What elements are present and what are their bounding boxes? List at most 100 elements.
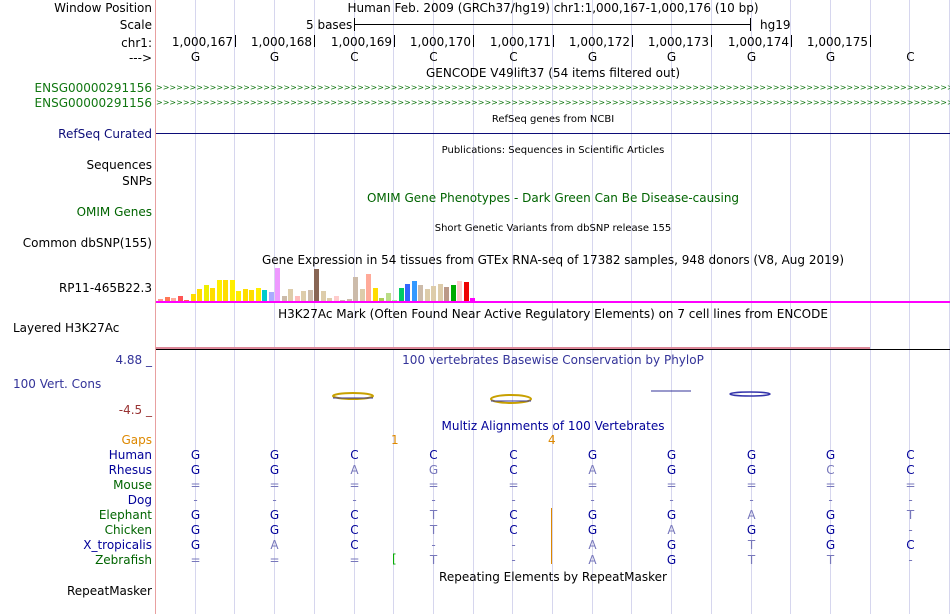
- alignment-base: G: [746, 523, 757, 537]
- gtex-tissue-bar[interactable]: [230, 280, 235, 302]
- gtex-tissue-bar[interactable]: [178, 296, 183, 302]
- gtex-tissue-bar[interactable]: [295, 296, 300, 302]
- gtex-tissue-bar[interactable]: [171, 298, 176, 302]
- gtex-tissue-bar[interactable]: [366, 274, 371, 302]
- gtex-tissue-bar[interactable]: [418, 285, 423, 302]
- dbsnp-track-title[interactable]: Short Genetic Variants from dbSNP releas…: [434, 223, 672, 234]
- coordinate-label: 1,000,168: [250, 35, 312, 49]
- gtex-tissue-bar[interactable]: [425, 289, 430, 302]
- gtex-gene-label[interactable]: RP11-465B22.3: [58, 281, 152, 295]
- alignment-base: -: [511, 538, 516, 552]
- multiz-track-title[interactable]: Multiz Alignments of 100 Vertebrates: [441, 419, 665, 433]
- ensg-feature-1[interactable]: >>>>>>>>>>>>>>>>>>>>>>>>>>>>>>>>>>>>>>>>…: [156, 84, 950, 92]
- gtex-tissue-bar[interactable]: [288, 289, 293, 302]
- gtex-tissue-bar[interactable]: [256, 288, 261, 302]
- gtex-tissue-bar[interactable]: [217, 280, 222, 302]
- gtex-tissue-bar[interactable]: [269, 292, 274, 302]
- repeatmasker-track-title[interactable]: Repeating Elements by RepeatMasker: [439, 570, 667, 584]
- refseq-curated-label[interactable]: RefSeq Curated: [58, 127, 152, 141]
- gtex-tissue-bar[interactable]: [223, 280, 228, 302]
- omim-track-title[interactable]: OMIM Gene Phenotypes - Dark Green Can Be…: [366, 191, 740, 205]
- gtex-tissue-bar[interactable]: [321, 291, 326, 302]
- gencode-track-title[interactable]: GENCODE V49lift37 (54 items filtered out…: [425, 66, 680, 80]
- gtex-tissue-bar[interactable]: [275, 268, 280, 302]
- gtex-tissue-bar[interactable]: [438, 284, 443, 302]
- gap-count-1: 1: [391, 433, 399, 447]
- grid-line: [552, 0, 553, 614]
- alignment-base: C: [509, 463, 518, 477]
- phylop-mark-4: [729, 391, 771, 397]
- species-dog-label: Dog: [127, 493, 152, 507]
- gtex-tissue-bar[interactable]: [197, 289, 202, 302]
- alignment-base: A: [588, 463, 597, 477]
- coordinate-tick: [711, 35, 712, 47]
- alignment-base: G: [746, 448, 757, 462]
- gtex-tissue-bar[interactable]: [451, 285, 456, 302]
- coordinate-label: 1,000,171: [489, 35, 551, 49]
- gtex-track-title[interactable]: Gene Expression in 54 tissues from GTEx …: [261, 253, 845, 267]
- vert-cons-label[interactable]: 100 Vert. Cons: [13, 377, 102, 391]
- gtex-tissue-bar[interactable]: [243, 289, 248, 302]
- alignment-base: -: [590, 493, 595, 507]
- gtex-tissue-bar[interactable]: [470, 298, 475, 302]
- repeatmasker-label[interactable]: RepeatMasker: [66, 584, 152, 598]
- alignment-base: =: [428, 478, 439, 492]
- gtex-tissue-bar[interactable]: [386, 293, 391, 302]
- alignment-base: G: [428, 463, 439, 477]
- alignment-base: G: [269, 448, 280, 462]
- gtex-tissue-bar[interactable]: [464, 282, 469, 302]
- gtex-tissue-bar[interactable]: [347, 299, 352, 302]
- publications-track-title[interactable]: Publications: Sequences in Scientific Ar…: [441, 145, 665, 156]
- gtex-tissue-bar[interactable]: [236, 291, 241, 302]
- gtex-tissue-bar[interactable]: [249, 290, 254, 302]
- gtex-tissue-bar[interactable]: [373, 288, 378, 302]
- coordinate-tick: [553, 35, 554, 47]
- gtex-tissue-bar[interactable]: [262, 290, 267, 302]
- alignment-base: T: [429, 523, 438, 537]
- insertion-marker: [551, 508, 552, 564]
- gtex-tissue-bar[interactable]: [301, 291, 306, 302]
- gtex-tissue-bar[interactable]: [327, 298, 332, 302]
- alignment-base: G: [587, 508, 598, 522]
- gtex-tissue-bar[interactable]: [210, 288, 215, 302]
- alignment-base: C: [429, 448, 438, 462]
- gtex-tissue-bar[interactable]: [444, 287, 449, 302]
- gtex-tissue-bar[interactable]: [204, 285, 209, 302]
- refseq-track-title[interactable]: RefSeq genes from NCBI: [491, 114, 615, 125]
- ensg-feature-2[interactable]: >>>>>>>>>>>>>>>>>>>>>>>>>>>>>>>>>>>>>>>>…: [156, 99, 950, 107]
- gtex-tissue-bar[interactable]: [158, 299, 163, 302]
- gtex-tissue-bar[interactable]: [457, 281, 462, 302]
- species-chicken-label: Chicken: [104, 523, 152, 537]
- cons-max-label: 4.88 _: [115, 353, 152, 367]
- gtex-tissue-bar[interactable]: [314, 269, 319, 302]
- snps-label[interactable]: SNPs: [122, 174, 152, 188]
- refseq-gene-line[interactable]: [156, 133, 950, 134]
- dbsnp-label[interactable]: Common dbSNP(155): [22, 236, 152, 250]
- gtex-tissue-bar[interactable]: [379, 298, 384, 302]
- alignment-base: A: [747, 508, 756, 522]
- gtex-tissue-bar[interactable]: [334, 296, 339, 302]
- phylop-track-title[interactable]: 100 vertebrates Basewise Conservation by…: [402, 353, 704, 367]
- gtex-tissue-bar[interactable]: [431, 286, 436, 302]
- gtex-tissue-bar[interactable]: [165, 297, 170, 302]
- gtex-tissue-bar[interactable]: [399, 288, 404, 302]
- grid-line: [909, 0, 910, 614]
- sequences-label[interactable]: Sequences: [86, 158, 152, 172]
- gtex-tissue-bar[interactable]: [282, 296, 287, 302]
- coordinate-tick: [870, 35, 871, 47]
- browser-tracks-area[interactable]: Human Feb. 2009 (GRCh37/hg19) chr1:1,000…: [156, 0, 950, 614]
- ensg-label-2[interactable]: ENSG00000291156: [34, 96, 152, 110]
- gtex-tissue-bar[interactable]: [360, 289, 365, 302]
- gtex-tissue-bar[interactable]: [308, 290, 313, 302]
- gtex-bar-chart[interactable]: [156, 268, 950, 302]
- h3k27ac-label[interactable]: Layered H3K27Ac: [13, 321, 120, 335]
- omim-genes-label[interactable]: OMIM Genes: [76, 205, 152, 219]
- gtex-tissue-bar[interactable]: [191, 294, 196, 302]
- grid-line: [234, 0, 235, 614]
- gtex-tissue-bar[interactable]: [353, 277, 358, 302]
- grid-line: [512, 0, 513, 614]
- gtex-tissue-bar[interactable]: [412, 281, 417, 302]
- gtex-tissue-bar[interactable]: [405, 284, 410, 302]
- ensg-label-1[interactable]: ENSG00000291156: [34, 81, 152, 95]
- h3k27ac-track-title[interactable]: H3K27Ac Mark (Often Found Near Active Re…: [278, 307, 828, 321]
